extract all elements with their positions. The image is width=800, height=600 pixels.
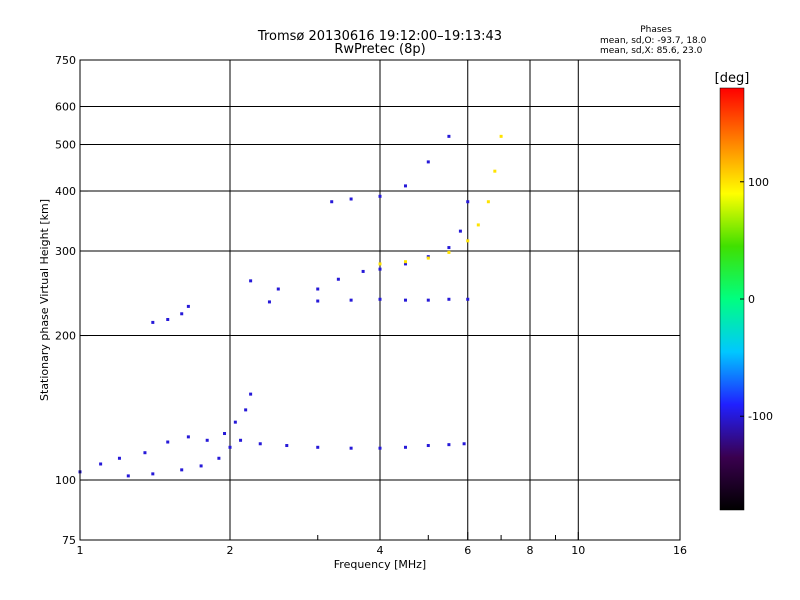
- data-point: [330, 200, 334, 204]
- y-tick-label: 600: [55, 101, 76, 114]
- data-point: [426, 160, 430, 164]
- data-point: [426, 444, 430, 448]
- data-point: [378, 267, 382, 271]
- data-point: [285, 444, 289, 448]
- y-axis-label: Stationary phase Virtual Height [km]: [38, 199, 51, 401]
- data-point: [499, 134, 503, 138]
- data-point: [249, 279, 253, 283]
- data-point: [447, 443, 451, 447]
- data-point: [336, 277, 340, 281]
- x-tick-label: 8: [527, 544, 534, 557]
- phases-title: Phases: [640, 25, 672, 35]
- data-point: [316, 287, 320, 291]
- data-point: [267, 300, 271, 304]
- data-point: [458, 229, 462, 233]
- data-point: [349, 446, 353, 450]
- data-point: [403, 445, 407, 449]
- data-point: [349, 298, 353, 302]
- data-point: [151, 472, 155, 476]
- grid: [80, 60, 680, 540]
- data-point: [276, 287, 280, 291]
- y-tick-label: 300: [55, 245, 76, 258]
- colorbar-tick-label: 0: [748, 293, 755, 306]
- data-point: [466, 297, 470, 301]
- y-tick-label: 200: [55, 330, 76, 343]
- chart-title: Tromsø 20130616 19:12:00–19:13:43: [257, 29, 502, 44]
- data-point: [151, 320, 155, 324]
- data-point: [403, 262, 407, 266]
- y-ticks: 75 100 200 300 400 500 600 750: [55, 54, 88, 547]
- data-point: [378, 446, 382, 450]
- data-points: [78, 134, 503, 478]
- data-point: [361, 269, 365, 273]
- data-point: [316, 299, 320, 303]
- y-tick-label: 100: [55, 474, 76, 487]
- data-point: [217, 456, 221, 460]
- data-point: [403, 298, 407, 302]
- data-point: [166, 317, 170, 321]
- data-point: [466, 239, 470, 243]
- data-point: [466, 200, 470, 204]
- data-point: [403, 184, 407, 188]
- colorbar-ticks: 100 0 -100: [740, 176, 773, 423]
- data-point: [426, 256, 430, 260]
- data-point: [249, 392, 253, 396]
- phases-line-x: mean, sd,X: 85.6, 23.0: [600, 46, 703, 56]
- x-tick-label: 6: [464, 544, 471, 557]
- data-point: [126, 474, 130, 478]
- data-point: [180, 468, 184, 472]
- x-ticks: 1 2 4 6 8 10 16: [77, 532, 687, 557]
- x-axis-label: Frequency [MHz]: [334, 558, 426, 571]
- data-point: [233, 420, 237, 424]
- data-point: [476, 223, 480, 227]
- data-point: [166, 440, 170, 444]
- colorbar-tick-label: -100: [748, 410, 773, 423]
- chart-subtitle: RwPretec (8p): [334, 42, 425, 57]
- data-point: [205, 438, 209, 442]
- data-point: [239, 438, 243, 442]
- data-point: [378, 194, 382, 198]
- data-point: [316, 445, 320, 449]
- y-tick-label: 75: [62, 534, 76, 547]
- data-point: [186, 304, 190, 308]
- data-point: [186, 435, 190, 439]
- data-point: [228, 445, 232, 449]
- data-point: [493, 169, 497, 173]
- data-point: [486, 200, 490, 204]
- x-tick-label: 4: [377, 544, 384, 557]
- data-point: [223, 432, 227, 436]
- data-point: [426, 298, 430, 302]
- data-point: [447, 134, 451, 138]
- data-point: [462, 442, 466, 446]
- data-point: [258, 442, 262, 446]
- y-tick-label: 400: [55, 185, 76, 198]
- data-point: [447, 297, 451, 301]
- data-point: [244, 408, 248, 412]
- data-point: [447, 250, 451, 254]
- data-point: [447, 246, 451, 250]
- data-point: [99, 462, 103, 466]
- data-point: [378, 262, 382, 266]
- y-tick-label: 750: [55, 54, 76, 67]
- data-point: [403, 260, 407, 264]
- data-point: [378, 297, 382, 301]
- x-tick-label: 10: [571, 544, 585, 557]
- x-tick-label: 1: [77, 544, 84, 557]
- colorbar-label: [deg]: [715, 71, 750, 86]
- data-point: [117, 456, 121, 460]
- y-tick-label: 500: [55, 139, 76, 152]
- data-point: [349, 197, 353, 201]
- data-point: [143, 451, 147, 455]
- colorbar-tick-label: 100: [748, 176, 769, 189]
- phases-line-o: mean, sd,O: -93.7, 18.0: [600, 36, 707, 46]
- x-tick-label: 2: [227, 544, 234, 557]
- data-point: [199, 464, 203, 468]
- data-point: [180, 312, 184, 316]
- x-tick-label: 16: [673, 544, 687, 557]
